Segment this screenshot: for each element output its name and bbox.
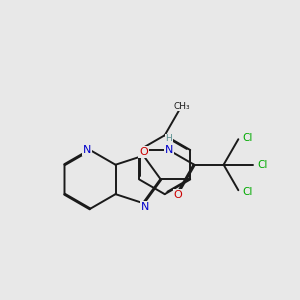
Text: O: O bbox=[174, 190, 182, 200]
Text: CH₃: CH₃ bbox=[173, 102, 190, 111]
Text: H: H bbox=[165, 134, 172, 143]
Text: Cl: Cl bbox=[243, 133, 253, 143]
Text: O: O bbox=[139, 147, 148, 157]
Text: Cl: Cl bbox=[243, 187, 253, 197]
Text: Cl: Cl bbox=[257, 160, 268, 170]
Text: N: N bbox=[141, 202, 149, 212]
Text: N: N bbox=[164, 145, 173, 155]
Text: N: N bbox=[83, 145, 91, 155]
